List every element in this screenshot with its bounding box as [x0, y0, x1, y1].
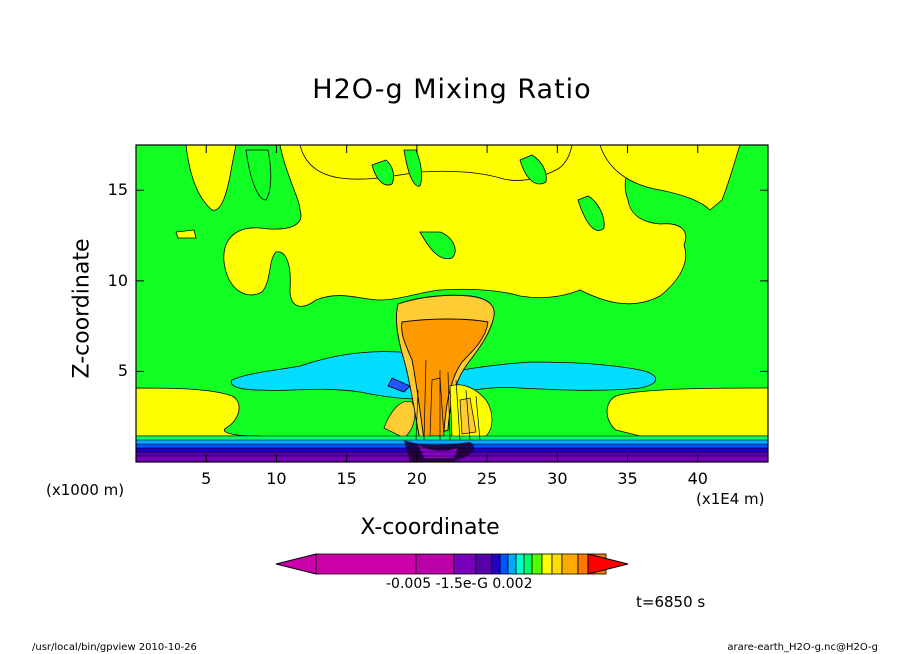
x-tick-label: 25 — [476, 469, 498, 488]
colorbar — [275, 553, 629, 575]
colorbar-swatch — [551, 553, 563, 575]
x-tick-label: 5 — [201, 469, 212, 488]
y-tick-label: 5 — [117, 361, 128, 381]
colorbar-labels: -0.005 -1.5e-G 0.002 — [386, 576, 532, 592]
y-axis-label: Z-coordinate — [69, 238, 95, 379]
colorbar-swatch — [499, 553, 509, 575]
band-1 — [136, 436, 768, 440]
colorbar-label: -1.5e-G — [435, 576, 488, 592]
colorbar-swatch — [453, 553, 477, 575]
lower-yellow-right — [606, 387, 768, 437]
colorbar-label: -0.005 — [386, 576, 432, 592]
band-2 — [136, 440, 768, 444]
x-tick-label: 15 — [336, 469, 357, 488]
footer-right: arare-earth_H2O-g.nc@H2O-g — [727, 642, 878, 653]
colorbar-right-arrow — [587, 553, 629, 575]
contour-field — [136, 145, 768, 462]
x-tick-label: 35 — [617, 469, 638, 488]
x-tick-label: 10 — [266, 469, 287, 488]
x-axis-label: X-coordinate — [360, 515, 500, 540]
x-tick-label: 40 — [687, 469, 708, 488]
x-tick-label: 20 — [406, 469, 428, 488]
time-label: t=6850 s — [636, 593, 706, 611]
colorbar-swatch — [561, 553, 579, 575]
colorbar-swatch — [531, 553, 543, 575]
y-tick-label: 10 — [107, 270, 128, 290]
plot-frame — [135, 144, 769, 463]
chart-title: H2O-g Mixing Ratio — [312, 74, 592, 105]
lower-yellow-left — [136, 387, 261, 437]
upper-yellow-region — [185, 145, 687, 307]
x-tick-label: 30 — [547, 469, 568, 488]
colorbar-swatch — [515, 553, 525, 575]
colorbar-swatch — [415, 553, 455, 575]
y-unit-note: (x1000 m) — [46, 481, 125, 499]
colorbar-swatch — [491, 553, 501, 575]
colorbar-left-arrow — [275, 553, 317, 575]
colorbar-label: 0.002 — [492, 576, 533, 592]
x-unit-note: (x1E4 m) — [696, 490, 765, 508]
y-tick-label: 15 — [107, 180, 128, 200]
colorbar-swatch — [541, 553, 553, 575]
upper-yellow-top — [299, 145, 573, 181]
colorbar-swatch — [507, 553, 517, 575]
colorbar-swatch — [315, 553, 417, 575]
upper-yellow-right — [599, 145, 741, 211]
colorbar-swatch — [475, 553, 493, 575]
blue-patch — [387, 377, 411, 393]
colorbar-swatch — [523, 553, 533, 575]
footer-left: /usr/local/bin/gpview 2010-10-26 — [32, 642, 197, 653]
